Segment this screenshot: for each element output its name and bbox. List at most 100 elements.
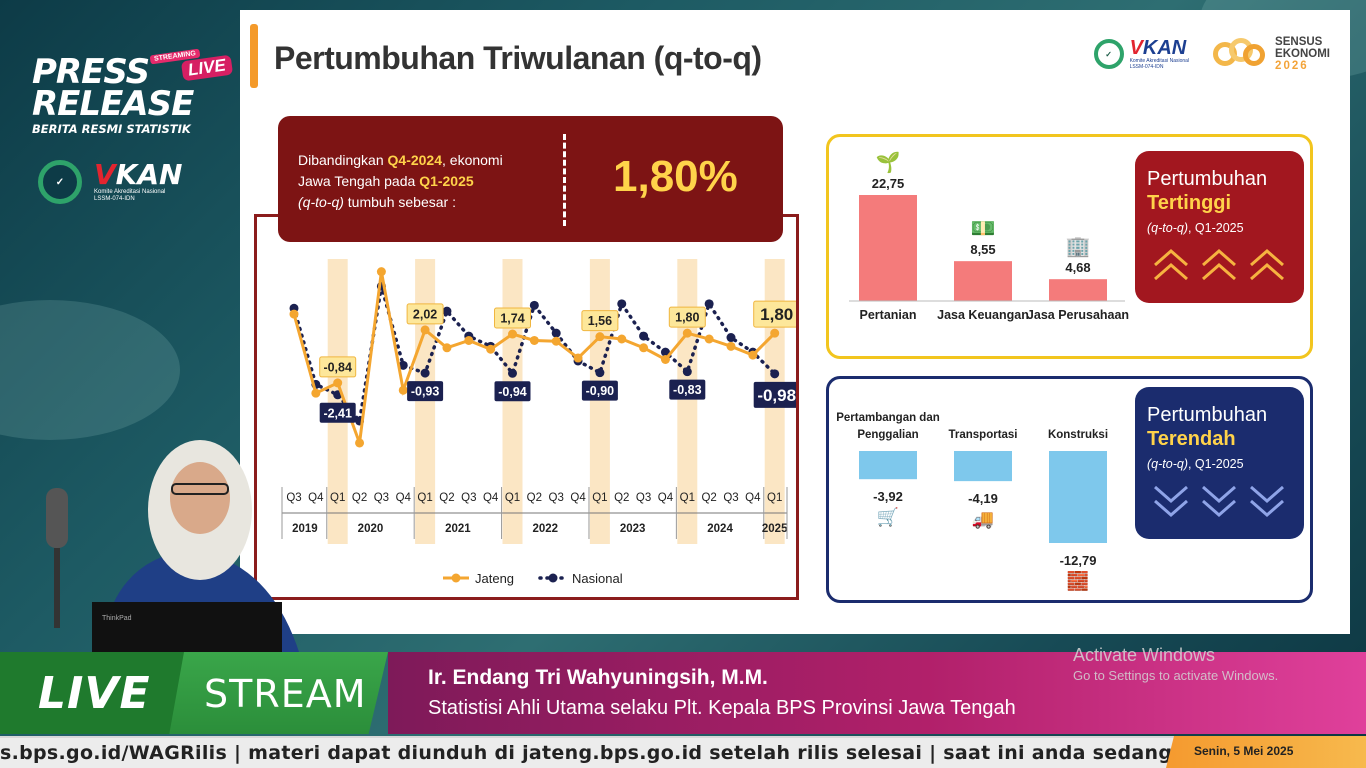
highest-growth-badge: Pertumbuhan Tertinggi (q-to-q), Q1-2025 bbox=[1135, 151, 1304, 303]
transport-icon: 🚚 bbox=[972, 509, 994, 530]
point-nasional bbox=[442, 306, 452, 316]
presenter-video: ThinkPad bbox=[40, 440, 330, 655]
sensus-line2: EKONOMI bbox=[1275, 48, 1330, 60]
sensus-year: 2026 bbox=[1275, 60, 1309, 72]
x-tick-quarter: Q2 bbox=[701, 492, 716, 504]
highlight-column bbox=[415, 259, 436, 544]
x-tick-quarter: Q4 bbox=[658, 492, 674, 504]
plant-icon: 🌱 bbox=[876, 150, 901, 174]
money-icon: 💵 bbox=[971, 216, 996, 240]
data-label-nasional: -0,90 bbox=[581, 380, 618, 401]
data-label-text: -0,83 bbox=[673, 383, 702, 397]
bar-label: Pertanian bbox=[860, 308, 917, 322]
point-jateng bbox=[529, 335, 539, 345]
x-tick-year: 2025 bbox=[762, 523, 788, 535]
data-label-text: -0,90 bbox=[586, 384, 615, 398]
ticker-text: s.bps.go.id/WAGRilis | materi dapat diun… bbox=[0, 742, 1346, 764]
point-jateng bbox=[682, 328, 692, 338]
data-label-nasional: -2,41 bbox=[319, 402, 356, 423]
point-jateng bbox=[289, 309, 299, 319]
point-jateng bbox=[660, 355, 670, 364]
point-jateng bbox=[355, 438, 365, 448]
background-wave bbox=[0, 300, 180, 440]
data-label-text: 1,56 bbox=[588, 314, 612, 328]
bar-money bbox=[954, 261, 1012, 301]
title-accent-bar bbox=[250, 24, 258, 88]
presentation-slide: Pertumbuhan Triwulanan (q-to-q) ✓ VKAN K… bbox=[240, 10, 1350, 634]
badge-line2: Tertinggi bbox=[1147, 192, 1232, 214]
point-nasional bbox=[682, 367, 692, 377]
kan-sub1: Komite Akreditasi Nasional bbox=[94, 189, 166, 195]
x-tick-year: 2019 bbox=[292, 523, 318, 535]
point-jateng bbox=[442, 343, 452, 353]
badge-period: (q-to-q), Q1-2025 bbox=[1147, 457, 1244, 471]
callout-text: Dibandingkan Q4-2024, ekonomi Jawa Tenga… bbox=[298, 152, 503, 210]
headline-growth-value: 1,80% bbox=[613, 152, 738, 201]
data-label-text: 1,80 bbox=[760, 305, 793, 324]
data-label-text: -2,41 bbox=[323, 406, 352, 420]
x-tick-quarter: Q1 bbox=[505, 492, 520, 504]
x-tick-year: 2024 bbox=[707, 523, 733, 535]
x-tick-quarter: Q4 bbox=[745, 492, 761, 504]
x-tick-quarter: Q3 bbox=[723, 492, 738, 504]
x-tick-quarter: Q1 bbox=[767, 492, 782, 504]
headline-callout: Dibandingkan Q4-2024, ekonomi Jawa Tenga… bbox=[278, 116, 783, 242]
press-subtitle: BERITA RESMI STATISTIK bbox=[32, 122, 191, 136]
data-label-text: 2,02 bbox=[413, 307, 437, 321]
speaker-role: Statistisi Ahli Utama selaku Plt. Kepala… bbox=[428, 697, 1016, 719]
down-chevrons-icon bbox=[1151, 481, 1287, 521]
data-label-text: -0,84 bbox=[323, 360, 352, 374]
kan-sub2: LSSM-074-IDN bbox=[94, 196, 135, 202]
x-tick-quarter: Q2 bbox=[439, 492, 454, 504]
point-jateng bbox=[508, 329, 517, 339]
speaker-name: Ir. Endang Tri Wahyuningsih, M.M. bbox=[428, 666, 768, 689]
point-jateng bbox=[420, 325, 430, 335]
data-label-text: -0,98 bbox=[757, 386, 796, 405]
x-tick-quarter: Q3 bbox=[374, 492, 389, 504]
data-label-jateng: 1,80 bbox=[753, 300, 796, 328]
highlight-column bbox=[677, 259, 698, 544]
point-nasional bbox=[551, 328, 561, 338]
data-label-text: 1,74 bbox=[500, 312, 524, 326]
bar-value: -4,19 bbox=[968, 491, 998, 506]
bar-value: 8,55 bbox=[970, 242, 995, 257]
x-tick-quarter: Q4 bbox=[483, 492, 499, 504]
x-tick-year: 2021 bbox=[445, 523, 471, 535]
point-jateng bbox=[311, 388, 321, 398]
data-label-text: 1,80 bbox=[675, 311, 699, 325]
point-jateng bbox=[573, 353, 583, 363]
live-block-dark bbox=[0, 652, 184, 734]
x-tick-quarter: Q4 bbox=[308, 492, 324, 504]
kan-logo: VKAN bbox=[94, 158, 183, 191]
data-label-nasional: -0,93 bbox=[407, 381, 444, 402]
data-label-text: -0,94 bbox=[498, 385, 527, 399]
point-jateng bbox=[704, 334, 714, 344]
point-nasional bbox=[770, 369, 780, 379]
sensus-ekonomi-logo: SENSUS EKONOMI 2026 bbox=[1211, 34, 1330, 74]
point-nasional bbox=[508, 368, 517, 378]
speaker-name-block bbox=[388, 652, 1366, 734]
bar-value: 22,75 bbox=[872, 176, 905, 191]
point-jateng bbox=[770, 328, 780, 338]
x-tick-quarter: Q4 bbox=[396, 492, 412, 504]
point-nasional bbox=[726, 333, 736, 343]
sensus-line1: SENSUS bbox=[1275, 36, 1323, 48]
x-tick-quarter: Q3 bbox=[549, 492, 564, 504]
data-label-nasional: -0,98 bbox=[753, 381, 796, 408]
building-icon: 🏢 bbox=[1066, 234, 1091, 258]
x-tick-quarter: Q3 bbox=[286, 492, 301, 504]
kan-logo: VKAN bbox=[1129, 37, 1187, 59]
point-jateng bbox=[486, 344, 496, 354]
bar-label: Transportasi bbox=[948, 429, 1017, 441]
bar-value: -3,92 bbox=[873, 489, 903, 504]
legend-nasional: Nasional bbox=[572, 571, 623, 586]
x-tick-quarter: Q4 bbox=[570, 492, 586, 504]
iso-seal-icon: ✓ bbox=[1093, 39, 1124, 69]
press-release-logo: PRESS RELEASE BERITA RESMI STATISTIK STR… bbox=[32, 48, 233, 136]
windows-activation-watermark: Activate Windows Go to Settings to activ… bbox=[1073, 645, 1278, 683]
highlight-column bbox=[502, 259, 523, 544]
press-line1: PRESS bbox=[32, 52, 150, 92]
bar-transport bbox=[954, 451, 1012, 482]
stream-label: STREAM bbox=[204, 672, 367, 716]
x-tick-quarter: Q1 bbox=[680, 492, 695, 504]
